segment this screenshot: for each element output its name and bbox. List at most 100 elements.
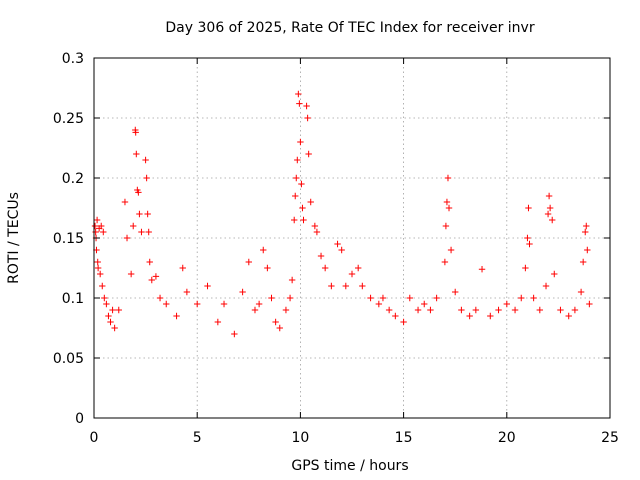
data-point-0-41 [183,288,191,296]
data-point-0-81 [348,270,356,278]
data-point-0-99 [445,204,453,212]
data-point-0-70 [304,114,311,122]
data-point-0-69 [303,102,310,110]
data-point-0-108 [503,300,510,308]
x-tick-label-3: 15 [395,430,413,446]
data-point-0-126 [577,288,585,296]
data-point-0-127 [579,258,587,266]
data-point-0-105 [478,266,486,273]
data-point-0-103 [466,312,473,320]
data-point-0-121 [549,216,556,224]
data-point-0-89 [400,318,407,326]
data-point-0-9 [98,222,105,230]
data-point-0-77 [328,282,335,290]
data-point-0-36 [152,273,160,280]
y-tick-label-5: 0.25 [53,111,84,127]
data-point-0-110 [518,294,525,302]
data-point-0-19 [121,198,129,206]
chart-title: Day 306 of 2025, Rate Of TEC Index for r… [165,20,534,36]
data-point-0-131 [586,300,593,308]
data-point-0-32 [144,210,151,218]
data-point-0-97 [443,198,451,206]
data-point-0-30 [142,156,149,164]
data-point-0-101 [452,288,459,296]
data-point-0-14 [105,312,112,320]
data-point-0-34 [146,258,153,266]
data-point-0-54 [272,318,279,326]
data-point-0-78 [334,240,341,248]
data-point-0-58 [288,276,296,284]
data-point-0-12 [101,294,108,302]
data-point-0-118 [544,210,552,218]
data-point-0-119 [545,192,553,200]
data-point-0-65 [297,138,304,146]
y-tick-label-1: 0.05 [53,351,84,367]
data-point-0-60 [292,192,299,200]
data-point-0-73 [311,222,319,230]
data-point-0-43 [204,282,211,290]
data-point-0-8 [96,270,104,278]
x-tick-label-5: 25 [601,430,619,446]
data-point-0-29 [138,228,145,236]
tick-labels: 0 5 10 15 20 25 0 0.05 0.1 0.15 0.2 0.25 0.3 [53,51,619,446]
data-point-0-42 [194,300,201,308]
data-point-0-88 [392,312,399,320]
data-point-0-35 [148,276,155,284]
data-point-0-109 [511,306,519,314]
y-tick-label-6: 0.3 [62,51,84,67]
data-point-0-113 [525,204,532,212]
data-point-0-94 [433,294,440,302]
data-point-0-57 [286,294,294,302]
data-point-0-98 [444,174,452,182]
data-point-0-100 [447,246,455,254]
data-point-0-64 [296,100,303,107]
data-point-0-66 [298,180,305,188]
data-point-0-116 [536,306,544,314]
data-point-0-80 [342,282,350,290]
data-point-0-53 [268,294,275,302]
x-axis-label: GPS time / hours [291,458,408,474]
data-point-0-17 [111,324,118,332]
data-point-0-111 [522,264,529,272]
data-point-0-107 [495,306,502,314]
data-point-0-106 [487,312,494,320]
data-point-0-90 [406,294,413,302]
grid-lines [94,58,610,418]
y-tick-label-0: 0 [75,411,84,427]
data-points [91,90,593,338]
y-tick-label-3: 0.15 [53,231,84,247]
data-point-0-95 [441,258,449,266]
data-point-0-1 [92,228,99,236]
data-point-0-0 [91,222,99,230]
x-tick-label-4: 20 [498,430,516,446]
data-point-0-24 [132,129,139,136]
data-point-0-67 [299,204,306,212]
data-point-0-10 [99,282,106,290]
data-point-0-52 [264,264,271,272]
data-point-0-104 [472,306,480,314]
data-point-0-45 [220,300,228,308]
data-point-0-129 [583,222,590,230]
data-point-0-75 [317,252,325,260]
data-point-0-44 [214,318,222,326]
data-point-0-71 [305,150,312,158]
y-tick-label-4: 0.2 [62,171,84,187]
x-tick-label-0: 0 [90,430,99,446]
data-point-0-92 [421,300,428,308]
data-point-0-56 [282,306,290,314]
data-point-0-20 [123,234,131,242]
data-point-0-79 [338,246,345,254]
data-point-0-50 [255,300,263,308]
data-point-0-130 [584,246,591,254]
data-point-0-112 [524,234,531,242]
data-point-0-86 [379,294,387,302]
data-point-0-28 [136,210,143,218]
data-point-0-115 [530,294,537,302]
data-point-0-6 [94,264,102,272]
data-point-0-51 [260,246,267,254]
data-point-0-27 [135,189,142,196]
data-point-0-123 [557,306,564,314]
data-point-0-96 [442,222,450,230]
data-point-0-47 [239,288,246,296]
